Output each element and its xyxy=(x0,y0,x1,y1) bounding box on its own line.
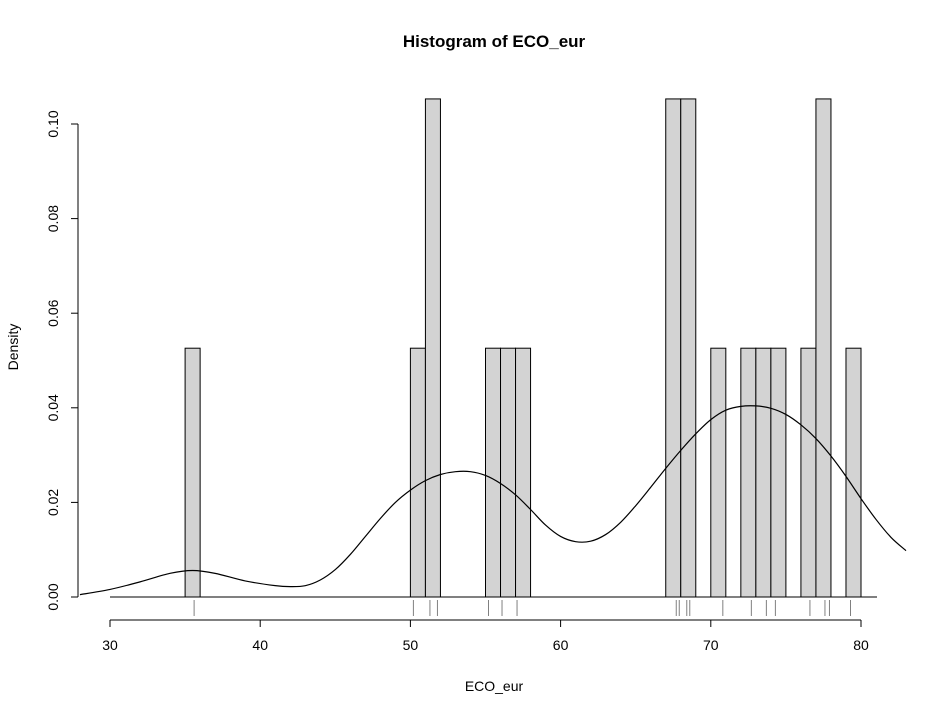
y-tick-label: 0.06 xyxy=(45,299,61,326)
density-curve xyxy=(79,405,907,596)
x-axis: 30 40 50 60 70 80 xyxy=(102,619,869,653)
x-tick-label: 60 xyxy=(553,637,569,653)
y-tick-label: 0.08 xyxy=(45,205,61,232)
histogram-bar xyxy=(680,98,697,598)
histogram-bar xyxy=(740,347,757,598)
x-axis-label: ECO_eur xyxy=(465,678,524,694)
histogram-bar xyxy=(424,98,441,598)
y-tick-label: 0.04 xyxy=(45,394,61,421)
histogram-bar xyxy=(755,347,772,598)
histogram-bar xyxy=(770,347,787,598)
chart-title: Histogram of ECO_eur xyxy=(403,32,586,51)
histogram-bar xyxy=(515,347,532,598)
x-tick-label: 70 xyxy=(703,637,719,653)
y-tick-label: 0.02 xyxy=(45,489,61,516)
x-tick-label: 50 xyxy=(403,637,419,653)
y-tick-label: 0.10 xyxy=(45,110,61,137)
histogram-bar xyxy=(800,347,817,598)
y-tick-label: 0.00 xyxy=(45,583,61,610)
histogram-bar xyxy=(710,347,727,598)
histogram-bar xyxy=(184,347,201,598)
histogram-bars xyxy=(184,98,862,598)
x-tick-label: 40 xyxy=(252,637,268,653)
y-axis-label: Density xyxy=(5,324,21,371)
histogram-bar xyxy=(500,347,517,598)
histogram-bar xyxy=(665,98,682,598)
histogram-bar xyxy=(845,347,862,598)
x-tick-label: 30 xyxy=(102,637,118,653)
rug-marks xyxy=(193,600,851,616)
histogram-bar xyxy=(409,347,426,598)
histogram-bar xyxy=(485,347,502,598)
x-tick-label: 80 xyxy=(853,637,869,653)
y-axis: 0.00 0.02 0.04 0.06 0.08 0.10 xyxy=(45,110,79,611)
histogram-bar xyxy=(815,98,832,598)
